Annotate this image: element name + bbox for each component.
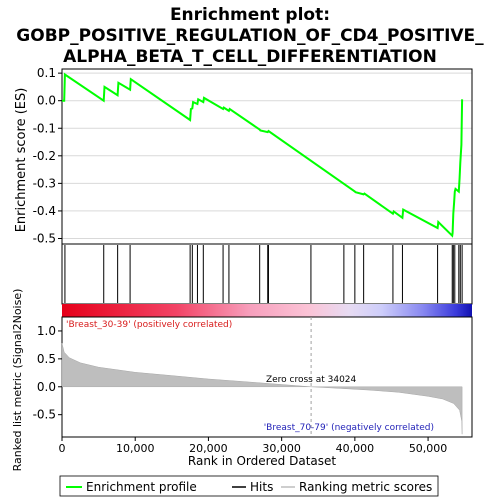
x-tick-label: 20,000	[189, 442, 228, 455]
metric-y-tick-label: -0.5	[33, 408, 56, 422]
x-axis-label: Rank in Ordered Dataset	[188, 454, 336, 468]
legend-box	[59, 475, 439, 497]
chart-title-line-1: Enrichment plot:	[170, 5, 330, 25]
es-y-tick-label: 0.1	[37, 66, 56, 80]
metric-y-axis-label: Ranked list metric (Signal2Noise)	[11, 289, 24, 472]
hit-marks	[64, 245, 463, 303]
metric-y-tick-label: 0.5	[37, 352, 56, 366]
metric-x-ticks: 0 10,000 20,000 30,000 40,000 50,000	[59, 437, 448, 455]
metric-y-tick-label: 0.0	[37, 380, 56, 394]
positive-correlation-label: 'Breast_30-39' (positively correlated)	[66, 320, 232, 330]
metric-y-ticks: 1.0 0.5 0.0 -0.5	[33, 324, 62, 422]
x-tick-label: 30,000	[262, 442, 301, 455]
legend-enrichment-label: Enrichment profile	[86, 480, 197, 494]
x-tick-label: 0	[59, 442, 66, 455]
x-tick-label: 50,000	[409, 442, 448, 455]
es-y-tick-label: 0.0	[37, 94, 56, 108]
hits-panel	[61, 243, 473, 305]
legend-metric-label: Ranking metric scores	[299, 480, 432, 494]
metric-y-tick-label: 1.0	[37, 324, 56, 338]
es-y-tick-label: -0.5	[33, 231, 56, 245]
enrichment-profile-line	[62, 72, 464, 238]
es-y-tick-label: -0.2	[33, 149, 56, 163]
ranking-color-bar	[62, 304, 472, 317]
metric-panel: Zero cross at 34024 'Breast_30-39' (posi…	[11, 289, 473, 472]
legend-hits-label: Hits	[250, 480, 273, 494]
chart-title-line-2: GOBP_POSITIVE_REGULATION_OF_CD4_POSITIVE…	[16, 26, 484, 46]
es-y-tick-label: -0.3	[33, 176, 56, 190]
es-y-ticks: 0.1 0.0 -0.1 -0.2 -0.3 -0.4 -0.5	[33, 66, 62, 245]
zero-cross-label: Zero cross at 34024	[266, 375, 357, 385]
es-y-tick-label: -0.1	[33, 121, 56, 135]
x-tick-label: 40,000	[336, 442, 375, 455]
negative-correlation-label: 'Breast_70-79' (negatively correlated)	[264, 423, 434, 433]
es-y-tick-label: -0.4	[33, 204, 56, 218]
hits-plot-frame	[61, 243, 473, 305]
chart-title-line-3: ALPHA_BETA_T_CELL_DIFFERENTIATION	[63, 47, 437, 67]
es-plot-frame	[61, 68, 473, 245]
es-y-gridlines	[62, 72, 472, 239]
ranking-gradient-bar	[62, 304, 472, 317]
es-y-axis-label: Enrichment score (ES)	[14, 88, 29, 233]
ranking-metric-area	[61, 343, 463, 435]
legend: Enrichment profile Hits Ranking metric s…	[59, 475, 439, 497]
x-tick-label: 10,000	[116, 442, 155, 455]
es-panel: 0.1 0.0 -0.1 -0.2 -0.3 -0.4 -0.5 Enrichment sc…	[14, 66, 473, 245]
